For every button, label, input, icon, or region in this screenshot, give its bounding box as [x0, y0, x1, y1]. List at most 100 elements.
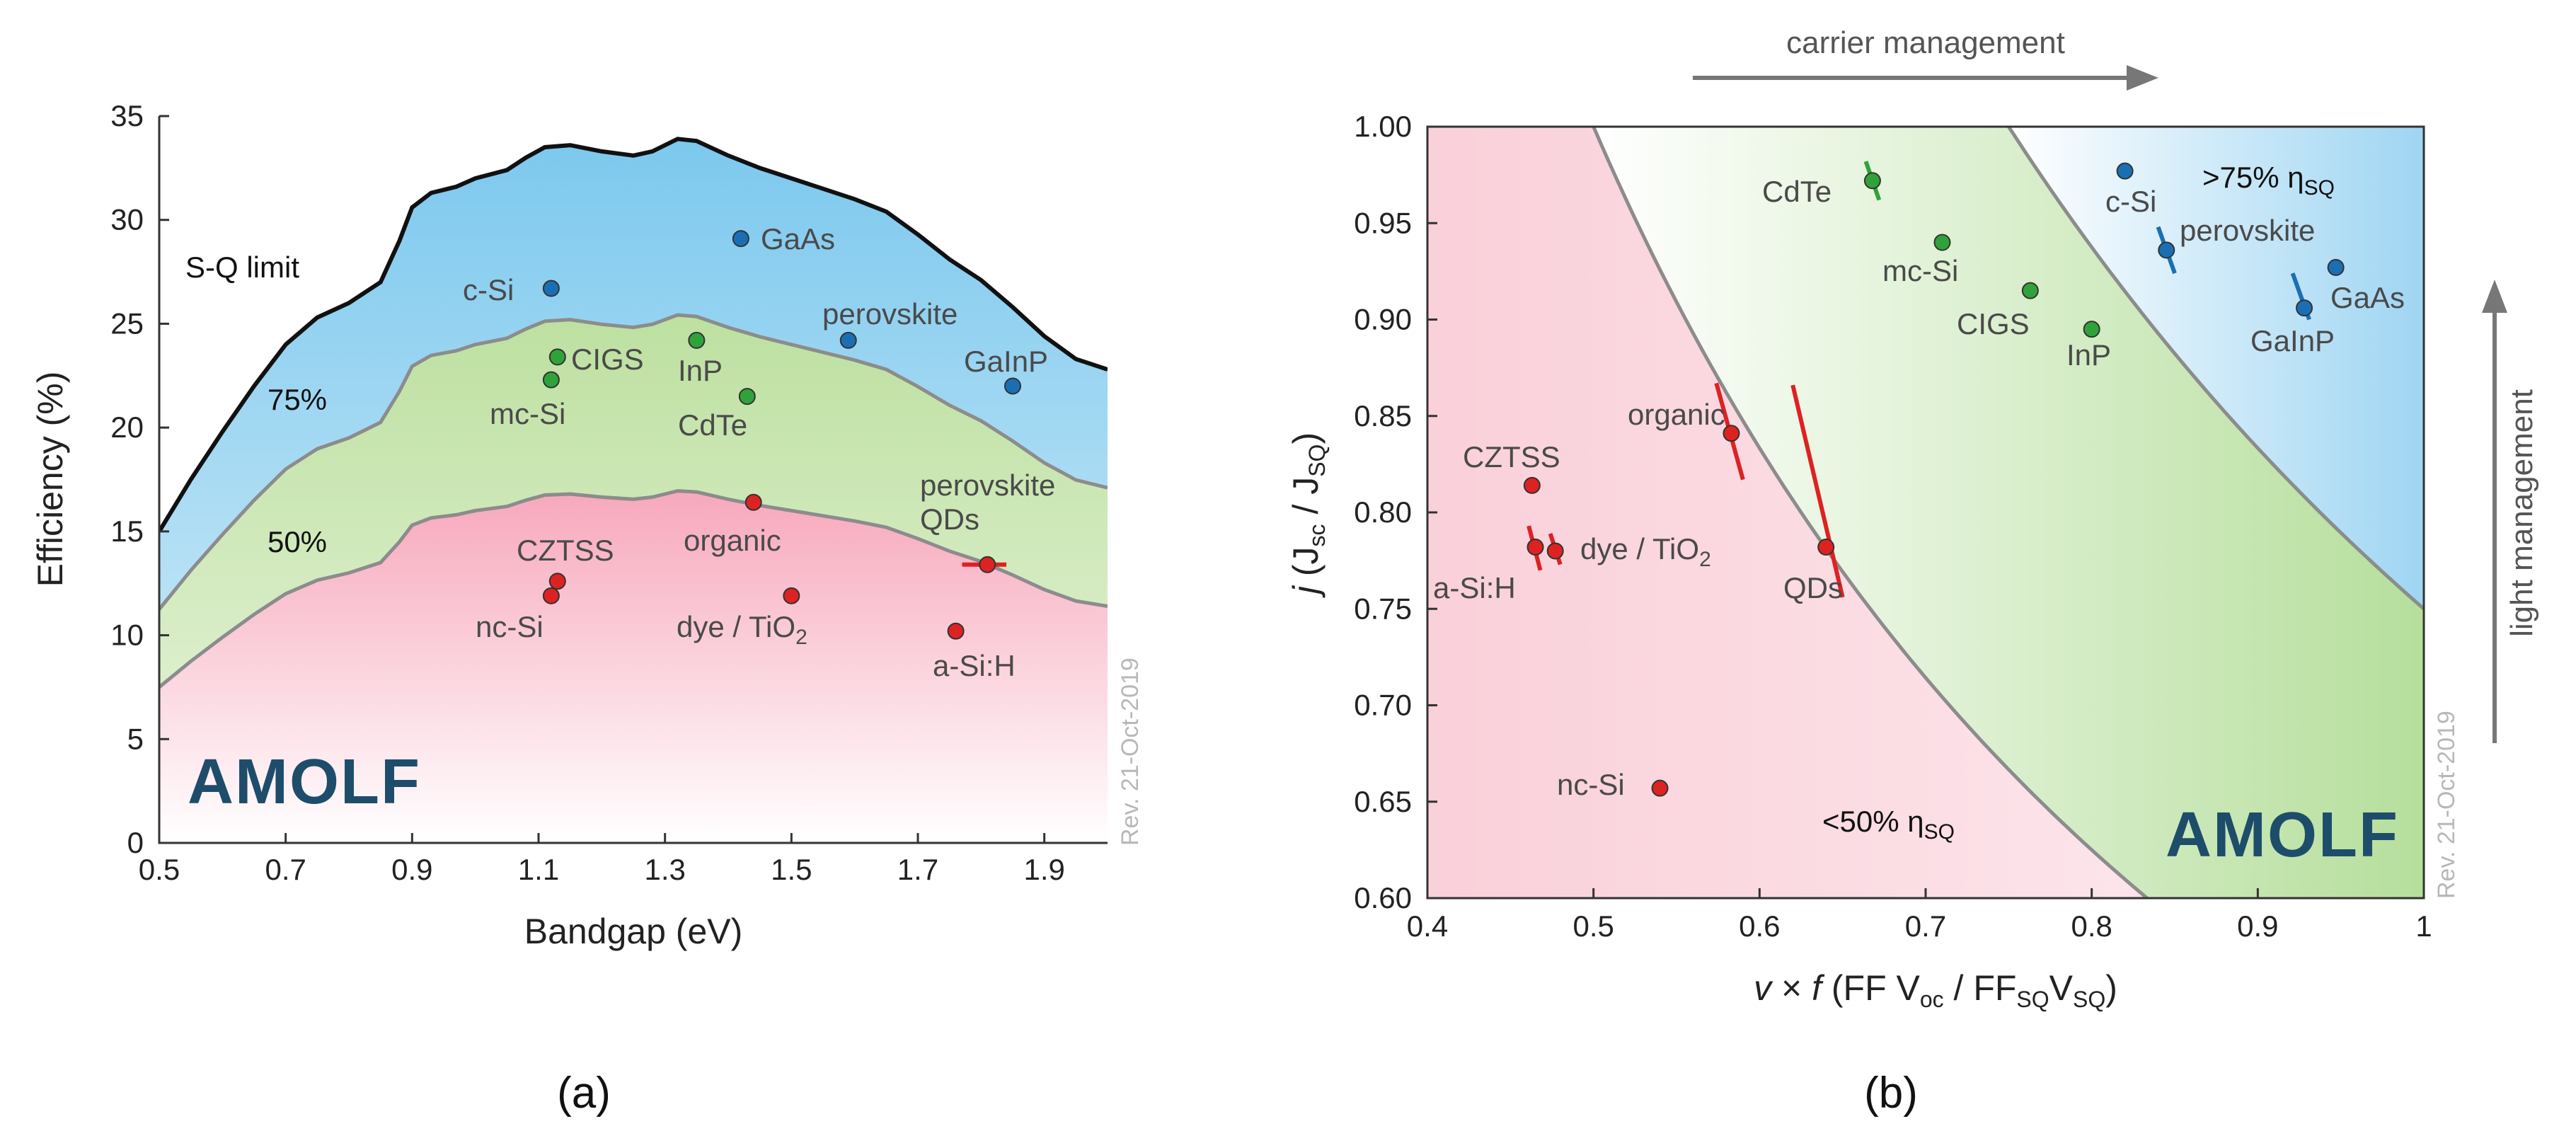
carrier-management-label: carrier management [1786, 25, 2065, 60]
point-b-perovskite [2158, 241, 2175, 259]
band-label-50: 50% [268, 525, 327, 558]
point-label-a-mcsi: mc-Si [490, 397, 565, 430]
point-a-nc-si [542, 587, 560, 604]
band-label-75: 75% [268, 383, 327, 416]
logo-text-b: AMOLF [2166, 800, 2399, 871]
x-tick-label: 1.7 [897, 853, 938, 886]
point-a-perovskite-qds [979, 556, 996, 573]
point-label-a-csi: c-Si [463, 273, 514, 306]
point-label-b-perovskite: perovskite [2180, 214, 2315, 247]
point-label-b-dye: dye / TiO2 [1580, 532, 1711, 571]
x-tick-label: 0.9 [391, 853, 432, 886]
point-label-b-cigs: CIGS [1957, 307, 2030, 340]
point-a-gaas [732, 230, 749, 248]
y-tick-label: 1.00 [1354, 110, 1412, 143]
point-a-gainp [1004, 377, 1021, 395]
logo-a: AMOLF [188, 747, 421, 817]
y-tick-label: 0.95 [1354, 206, 1412, 239]
point-a-organic [744, 493, 762, 511]
axis-ticks-a: 0.5 0.7 0.9 1.1 1.3 1.5 1.7 1.9 0 5 10 15 20 25 30 35 [110, 99, 1065, 886]
point-a-cigs [548, 348, 566, 366]
y-tick-label: 10 [110, 619, 144, 652]
y-tick-label: 0.65 [1354, 785, 1412, 818]
x-tick-label: 1.9 [1023, 853, 1064, 886]
panel-b: 0.4 0.5 0.6 0.7 0.8 0.9 1 0.60 0.65 0.70 0.75 0.80 0… [1286, 25, 2539, 1118]
point-b-dye-tio [1546, 542, 1564, 560]
x-tick-label: 0.5 [139, 853, 180, 886]
point-label-a-cdte: CdTe [678, 408, 747, 442]
x-tick-label: 0.7 [265, 853, 306, 886]
point-b-a-si-h [1526, 539, 1544, 556]
y-tick-label: 25 [110, 306, 144, 340]
x-axis-label-a: Bandgap (eV) [524, 912, 743, 951]
carrier-management-arrow: carrier management [1693, 25, 2158, 91]
x-tick-label: 1 [2415, 909, 2432, 943]
point-b-gaas [2327, 258, 2345, 276]
y-tick-label: 0.85 [1354, 399, 1412, 432]
point-a-inp [688, 331, 706, 349]
region-label-below-50: <50% ηSQ [1822, 805, 1955, 844]
y-tick-label: 5 [127, 722, 144, 755]
x-tick-label: 0.7 [1905, 909, 1946, 943]
point-label-b-cztss: CZTSS [1463, 440, 1560, 473]
point-a-mc-si [542, 371, 560, 389]
x-tick-label: 0.9 [2237, 909, 2278, 943]
revision-b: Rev. 21-Oct-2019 [2433, 711, 2460, 899]
point-label-b-asih: a-Si:H [1433, 571, 1516, 604]
sq-limit-curve [159, 137, 1108, 533]
panel-label-a: (a) [557, 1069, 611, 1118]
point-b-cigs [2021, 282, 2039, 299]
point-b-qds [1817, 539, 1835, 556]
sq-limit-label: S-Q limit [185, 251, 299, 284]
points-b [1523, 162, 2345, 797]
x-tick-label: 0.6 [1739, 909, 1780, 943]
y-axis-label-b: j (Jsc / JSQ) [1286, 432, 1330, 598]
y-tick-label: 0 [127, 826, 144, 859]
point-b-cztss [1523, 476, 1541, 494]
y-axis-label-a: Efficiency (%) [30, 372, 70, 587]
point-label-b-cdte: CdTe [1762, 175, 1832, 208]
point-label-a-cigs: CIGS [571, 343, 644, 376]
revision-a: Rev. 21-Oct-2019 [1117, 657, 1144, 846]
y-tick-label: 0.70 [1354, 689, 1412, 722]
point-label-a-organic: organic [684, 524, 781, 557]
point-a-c-si [542, 280, 560, 297]
error-bar [1790, 384, 1845, 598]
y-tick-label: 15 [110, 515, 144, 548]
point-a-perovskite [839, 331, 857, 349]
y-tick-label: 0.60 [1354, 881, 1412, 914]
x-tick-label: 0.8 [2071, 909, 2112, 943]
x-axis-label-b: v × f (FF Voc / FFSQVSQ) [1754, 968, 2117, 1012]
point-label-a-dye: dye / TiO2 [677, 610, 807, 649]
point-b-organic [1723, 425, 1740, 442]
point-label-b-inp: InP [2066, 338, 2111, 372]
y-tick-label: 0.90 [1354, 303, 1412, 336]
light-management-label: light management [2505, 389, 2539, 637]
point-b-nc-si [1651, 779, 1669, 797]
y-tick-label: 20 [110, 410, 144, 444]
y-tick-label: 0.75 [1354, 592, 1412, 625]
point-b-gainp [2296, 299, 2313, 317]
point-a-cdte [738, 388, 756, 406]
point-label-a-inp: InP [678, 354, 723, 387]
point-label-a-perovskite-qds-line2: QDs [920, 502, 979, 536]
x-tick-label: 0.4 [1407, 909, 1448, 943]
point-b-c-si [2116, 162, 2134, 180]
panel-a: 0.5 0.7 0.9 1.1 1.3 1.5 1.7 1.9 0 5 10 15 20 25 30 35 S… [30, 99, 1144, 1118]
region-above-75 [2008, 127, 2424, 898]
point-label-b-gainp: GaInP [2250, 324, 2335, 357]
point-label-b-ncsi: nc-Si [1557, 768, 1625, 801]
point-b-inp [2083, 321, 2100, 338]
y-tick-label: 0.80 [1354, 495, 1412, 529]
points-a [542, 230, 1021, 640]
point-label-a-perovskite: perovskite [822, 297, 958, 331]
iso-curve-50 [1592, 127, 2150, 898]
logo-text-a: AMOLF [188, 747, 421, 817]
point-label-a-gaas: GaAs [761, 222, 835, 255]
point-a-a-si-h [947, 622, 965, 640]
x-tick-label: 1.1 [518, 853, 559, 886]
iso-line-75 [159, 313, 1108, 611]
point-label-a-gainp: GaInP [964, 345, 1048, 378]
point-a-dye-tio [783, 587, 800, 604]
